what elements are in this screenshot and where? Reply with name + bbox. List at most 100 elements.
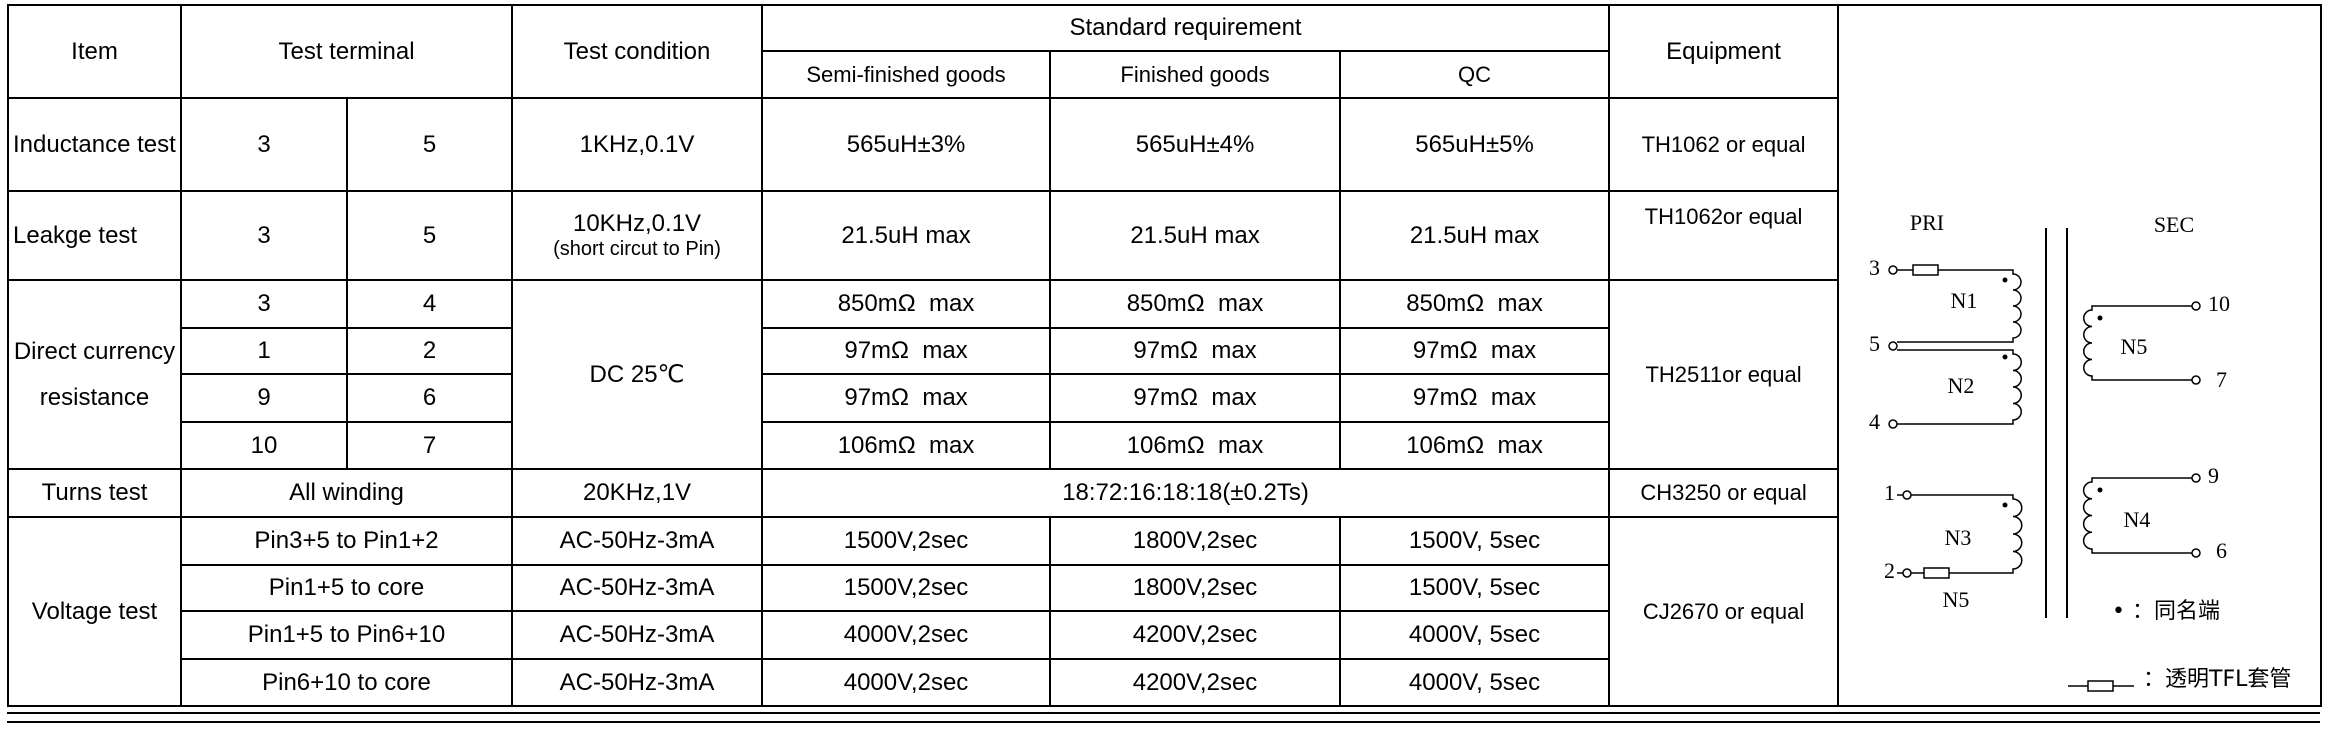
cell: 7 bbox=[345, 421, 514, 470]
header-cell: Semi-finished goods bbox=[761, 50, 1052, 99]
cell: 850mΩ max bbox=[1339, 279, 1611, 329]
cell: 4000V, 5sec bbox=[1339, 610, 1611, 660]
cell: 97mΩ max bbox=[1049, 327, 1342, 375]
cell: Pin3+5 to Pin1+2 bbox=[179, 516, 514, 566]
cell: DC 25℃ bbox=[511, 279, 764, 470]
item-cell: Leakge test bbox=[7, 190, 182, 281]
pin-label: 2 bbox=[1884, 558, 1895, 583]
pin-label: 9 bbox=[2208, 463, 2219, 488]
winding bbox=[2083, 305, 2192, 381]
cell: TH1062 or equal bbox=[1608, 97, 1840, 192]
winding bbox=[1897, 349, 2022, 425]
cell: 10 bbox=[180, 421, 348, 470]
pin bbox=[1902, 490, 1912, 500]
header-cell: QC bbox=[1339, 50, 1611, 99]
item-cell: Turns test bbox=[7, 468, 182, 518]
cell: 21.5uH max bbox=[1339, 190, 1611, 281]
cell: 97mΩ max bbox=[1049, 373, 1342, 423]
pin bbox=[2191, 375, 2201, 385]
item-cell: Voltage test bbox=[7, 516, 182, 707]
cell: Pin1+5 to Pin6+10 bbox=[179, 610, 514, 660]
pin-label: 1 bbox=[1884, 480, 1895, 505]
cell: 1500V,2sec bbox=[761, 564, 1052, 612]
winding-label: N2 bbox=[1948, 373, 1975, 398]
cell: AC-50Hz-3mA bbox=[511, 610, 764, 660]
cell: 3 bbox=[180, 97, 348, 192]
cell: 1800V,2sec bbox=[1049, 516, 1342, 566]
winding-label: N4 bbox=[2124, 507, 2151, 532]
pin bbox=[2191, 548, 2201, 558]
cell: 97mΩ max bbox=[761, 327, 1052, 375]
cell: 97mΩ max bbox=[1339, 373, 1611, 423]
legend-dot: • ：同名端 bbox=[2112, 599, 2220, 624]
pin-label: 7 bbox=[2216, 367, 2227, 392]
cell: 1500V, 5sec bbox=[1339, 564, 1611, 612]
cell: 4000V, 5sec bbox=[1339, 658, 1611, 707]
header-cell: Finished goods bbox=[1049, 50, 1342, 99]
polarity-dot bbox=[2002, 502, 2008, 508]
cell: 1 bbox=[180, 327, 348, 375]
winding bbox=[1897, 494, 2023, 574]
note: (short circut to Pin) bbox=[553, 238, 721, 260]
cell: 1500V, 5sec bbox=[1339, 516, 1611, 566]
polarity-dot bbox=[2097, 315, 2103, 321]
cell: TH2511or equal bbox=[1608, 279, 1840, 470]
cell: 20KHz,1V bbox=[511, 468, 764, 518]
cell: 106mΩ max bbox=[761, 421, 1052, 470]
item-cell: Direct currency resistance bbox=[7, 279, 182, 470]
legend-sleeve-text: ：透明TFL套管 bbox=[2143, 667, 2291, 692]
pin-label: 5 bbox=[1869, 331, 1880, 356]
header-cell: Test terminal bbox=[179, 4, 514, 99]
cell: 3 bbox=[180, 279, 348, 329]
pin-label: 4 bbox=[1869, 409, 1880, 434]
cell: CH3250 or equal bbox=[1608, 468, 1840, 518]
pin bbox=[1902, 568, 1912, 578]
header-cell: Test condition bbox=[511, 4, 764, 99]
winding-label: N1 bbox=[1951, 288, 1978, 313]
cell: All winding bbox=[179, 468, 514, 518]
legend-sleeve bbox=[2087, 680, 2114, 692]
cell: 4200V,2sec bbox=[1049, 658, 1342, 707]
winding-label: N5 bbox=[1943, 587, 1970, 612]
header-cell: Item bbox=[7, 4, 182, 99]
cell: 5 bbox=[345, 190, 514, 281]
pin-label: 6 bbox=[2216, 538, 2227, 563]
cell: 5 bbox=[345, 97, 514, 192]
cell: 1800V,2sec bbox=[1049, 564, 1342, 612]
sleeve bbox=[1923, 567, 1950, 579]
spec-table: Item Test terminal Test condition Standa… bbox=[7, 4, 2323, 707]
winding bbox=[2082, 477, 2192, 554]
cell: 10KHz,0.1V (short circut to Pin) bbox=[511, 190, 764, 281]
cell: 565uH±5% bbox=[1339, 97, 1611, 192]
cell: 1500V,2sec bbox=[761, 516, 1052, 566]
pin bbox=[2191, 301, 2201, 311]
schematic-cell bbox=[1837, 4, 2323, 707]
pin-label: 3 bbox=[1869, 255, 1880, 280]
primary-label: PRI bbox=[1910, 210, 1944, 235]
cell: Pin1+5 to core bbox=[179, 564, 514, 612]
cell: TH1062or equal bbox=[1608, 190, 1840, 281]
cell: 6 bbox=[345, 373, 514, 423]
winding-label: N5 bbox=[2121, 334, 2148, 359]
cell: AC-50Hz-3mA bbox=[511, 564, 764, 612]
cell: 106mΩ max bbox=[1049, 421, 1342, 470]
cell: 9 bbox=[180, 373, 348, 423]
cell: Pin6+10 to core bbox=[179, 658, 514, 707]
cell: CJ2670 or equal bbox=[1608, 516, 1840, 707]
sleeve bbox=[1912, 264, 1939, 276]
secondary-label: SEC bbox=[2154, 212, 2194, 237]
cell: 4200V,2sec bbox=[1049, 610, 1342, 660]
pin bbox=[2191, 473, 2201, 483]
item-cell: Inductance test bbox=[7, 97, 182, 192]
cell: 3 bbox=[180, 190, 348, 281]
polarity-dot bbox=[2002, 277, 2008, 283]
cell: 565uH±3% bbox=[761, 97, 1052, 192]
winding bbox=[1897, 269, 2022, 343]
cell: 21.5uH max bbox=[761, 190, 1052, 281]
polarity-dot bbox=[2097, 487, 2103, 493]
header-cell: Standard requirement bbox=[761, 4, 1611, 52]
cell: 106mΩ max bbox=[1339, 421, 1611, 470]
winding-label: N3 bbox=[1945, 525, 1972, 550]
